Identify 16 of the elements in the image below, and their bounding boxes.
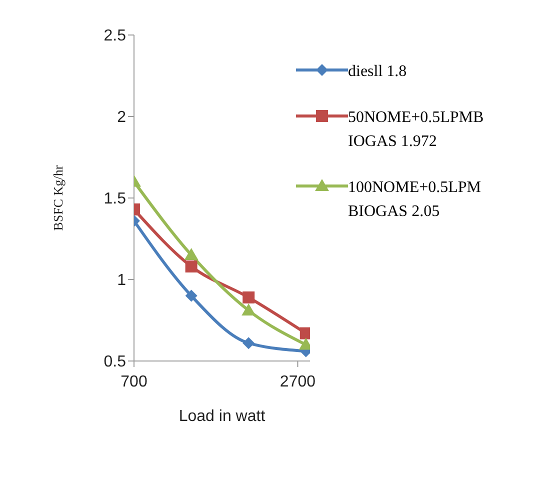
legend-label: 50NOME+0.5LPMBIOGAS 1.972: [348, 108, 485, 152]
y-tick-label: 2: [117, 109, 126, 126]
y-axis-title: BSFC Kg/hr: [50, 164, 66, 231]
y-tick-label: 1: [117, 272, 126, 290]
y-tick-label: 2.5: [104, 28, 126, 45]
y-tick-label: 1.5: [104, 190, 126, 208]
point: [242, 291, 255, 304]
x-axis-title: Load in watt: [178, 408, 266, 425]
legend-label: 100NOME+0.5LPMBIOGAS 2.05: [348, 178, 482, 222]
x-tick-label: 2700: [280, 373, 316, 390]
y-tick-label: 0.5: [104, 354, 126, 371]
point: [242, 337, 255, 350]
point: [300, 327, 310, 340]
x-tick-label: 700: [120, 373, 148, 390]
legend-label: diesll 1.8: [348, 62, 408, 82]
point: [242, 303, 256, 316]
